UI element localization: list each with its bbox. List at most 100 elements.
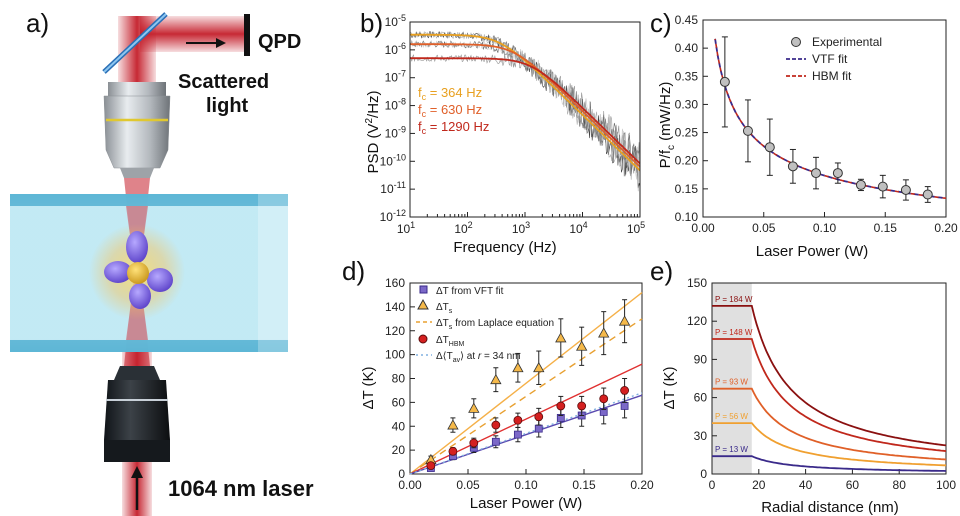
nanoparticle-region-shade	[712, 283, 752, 474]
objective-top-ring	[108, 82, 166, 96]
objective-bottom-tip	[114, 366, 160, 380]
panel-b-xlabel: Frequency (Hz)	[453, 239, 556, 256]
legend-label-vtf: VTF fit	[812, 52, 848, 66]
panel-d-legend-label: ΔTs	[436, 302, 453, 315]
panel-c-pfc-chart: c) 0.00 0.05 0.10 0.15 0.200.100.150.200.250…	[650, 8, 958, 260]
panel-d-ytick-label: 120	[385, 324, 405, 338]
panel-b-axes: 101 102 103 104 105 10-5 10-6 10-7 10-8 10-9 10-10…	[380, 13, 646, 236]
panel-e-ytick-label: 120	[687, 314, 707, 328]
panel-d-fit-line	[409, 392, 643, 475]
panel-b-ytick-label: 10-12	[380, 208, 406, 224]
hbm-marker	[556, 401, 566, 411]
panel-b-ytick-label: 10-6	[385, 41, 406, 57]
chamber-top-glass	[10, 194, 288, 206]
panel-c-xtick-label: 0.15	[874, 221, 898, 235]
panel-d-points	[425, 299, 631, 472]
panel-e-ytick-label: 30	[694, 429, 708, 443]
corner-frequency-label: fc = 630 Hz	[418, 102, 482, 119]
panel-e-xlabel: Radial distance (nm)	[761, 499, 899, 516]
hbm-marker	[448, 446, 458, 456]
ts-marker	[490, 373, 502, 385]
chamber-edge	[258, 194, 288, 352]
panel-c-xlabel: Laser Power (W)	[756, 243, 869, 260]
ts-marker	[598, 327, 610, 338]
scattered-label-1: Scattered	[178, 71, 269, 93]
panel-c-xtick-label: 0.00	[691, 221, 715, 235]
panel-c-xtick-label: 0.05	[752, 221, 776, 235]
psd-noise-trace	[409, 39, 641, 183]
power-label: P = 184 W	[715, 295, 753, 304]
panel-b-psd-chart: b) 101 102 103 104 10510-510-610-710-810-910…	[360, 8, 645, 256]
panel-d-ytick-label: 100	[385, 348, 405, 362]
lobe-right	[147, 268, 173, 292]
panel-b-xtick-label: 101	[397, 220, 415, 236]
panel-d-legend-label: ΔTHBM	[436, 335, 465, 348]
panel-e-label: e)	[650, 256, 673, 286]
power-label: P = 56 W	[715, 412, 748, 421]
panel-e-ytick-label: 150	[687, 276, 707, 290]
panel-d-legend-label: ΔTs from Laplace equation	[436, 318, 554, 331]
power-label: P = 13 W	[715, 445, 748, 454]
data-point	[810, 168, 821, 179]
psd-noise-trace	[409, 31, 641, 192]
panel-e-xtick-label: 80	[893, 478, 907, 492]
panel-c-ytick-label: 0.45	[675, 13, 699, 27]
lobe-bottom	[129, 283, 151, 309]
ts-marker	[618, 315, 631, 326]
panel-e-ytick-label: 90	[694, 352, 708, 366]
data-point	[877, 181, 888, 192]
panel-d-ytick-label: 40	[392, 419, 406, 433]
panel-e-xtick-label: 40	[799, 478, 813, 492]
panel-d-fit-line	[409, 363, 643, 475]
panel-b-ytick-label: 10-7	[385, 69, 406, 85]
mirror-highlight	[103, 13, 167, 73]
hbm-marker	[599, 394, 609, 404]
panel-c-ytick-label: 0.10	[675, 210, 699, 224]
qpd-label: QPD	[258, 31, 301, 53]
panel-c-xtick-label: 0.10	[813, 221, 837, 235]
panel-b-ytick-label: 10-5	[385, 13, 406, 29]
temperature-profile-line	[712, 338, 947, 452]
psd-fit-line	[410, 57, 641, 165]
panel-c-ytick-label: 0.20	[675, 154, 699, 168]
hbm-marker	[469, 438, 479, 448]
objective-top-tip	[120, 168, 154, 178]
ts-marker	[533, 361, 545, 373]
panel-b-ylabel: PSD (V2/Hz)	[364, 90, 382, 173]
panel-b-label: b)	[360, 8, 383, 38]
temperature-profile-line	[712, 305, 947, 447]
panel-c-ylabel: P/fc (mW/Hz)	[657, 82, 677, 169]
panel-c-axes: 0.00 0.05 0.10 0.15 0.20 0.10 0.15 0.20 0.25 0.30…	[675, 13, 958, 235]
panel-b-ytick-label: 10-11	[380, 180, 406, 196]
hbm-marker	[513, 415, 523, 425]
power-label: P = 93 W	[715, 378, 748, 387]
panel-d-xtick-label: 0.05	[456, 478, 480, 492]
lobe-left	[104, 261, 132, 283]
panel-d-ytick-label: 60	[392, 395, 406, 409]
chamber-bottom-glass	[10, 340, 288, 352]
legend-marker-hbm	[418, 334, 428, 344]
panel-c-ytick-label: 0.15	[675, 182, 699, 196]
panel-d-xtick-label: 0.15	[572, 478, 596, 492]
temperature-profile-line	[712, 387, 947, 461]
corner-frequency-label: fc = 1290 Hz	[418, 119, 489, 136]
panel-b-xtick-label: 105	[627, 220, 645, 236]
panel-b-ytick-label: 10-10	[380, 152, 406, 168]
psd-fit-line	[410, 43, 641, 168]
panel-a-label: a)	[26, 8, 49, 38]
panel-e-ylabel: ΔT (K)	[661, 366, 678, 409]
panel-e-xtick-label: 20	[752, 478, 766, 492]
panel-c-points	[719, 36, 933, 203]
panel-c-label: c)	[650, 8, 672, 38]
panel-d-ylabel: ΔT (K)	[360, 366, 377, 409]
panel-d-legend: ΔT from VFT fit ΔTs ΔTs from Laplace equat…	[416, 285, 554, 364]
panel-c-legend: Experimental VTF fit HBM fit	[786, 35, 882, 83]
panel-b-ytick-label: 10-9	[385, 124, 406, 140]
data-point	[742, 125, 753, 136]
ts-marker	[555, 332, 567, 343]
hbm-marker	[534, 412, 544, 422]
legend-marker-ts	[417, 298, 429, 310]
